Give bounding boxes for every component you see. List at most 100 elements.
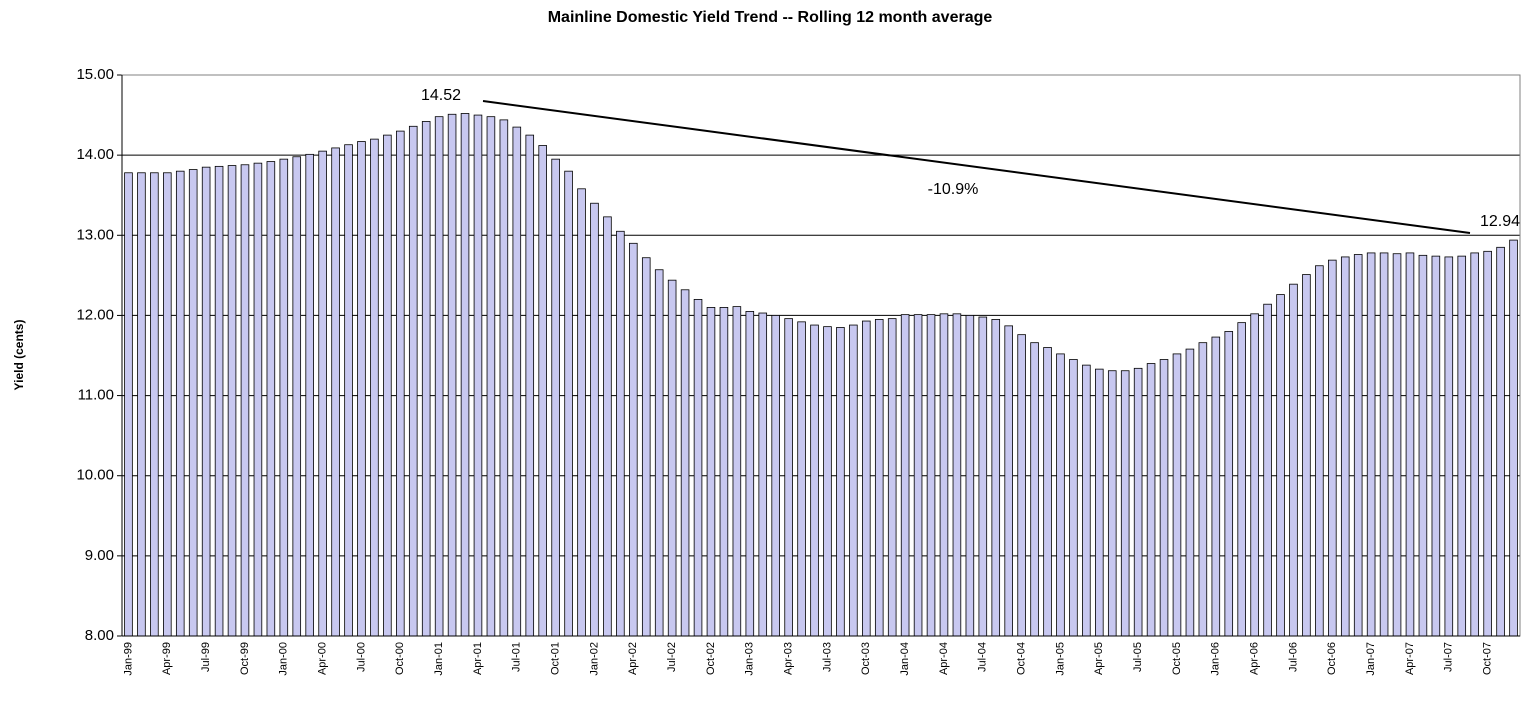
x-tick-label: Apr-05: [1093, 642, 1105, 675]
bar: [758, 312, 768, 637]
bar: [318, 150, 327, 637]
x-tick-label: Apr-03: [783, 642, 795, 675]
bar: [1069, 359, 1078, 637]
bar: [616, 230, 625, 637]
bar: [1353, 254, 1363, 637]
trend-line: [482, 100, 1471, 234]
x-tick-label: Oct-04: [1016, 642, 1028, 675]
x-tick-label: Jan-01: [433, 642, 445, 676]
bar: [1004, 325, 1013, 637]
bar: [810, 324, 819, 637]
bar: [344, 144, 353, 637]
x-tick-label: Jul-04: [977, 642, 989, 672]
bar: [383, 134, 392, 637]
bar: [745, 311, 755, 637]
bar: [499, 119, 509, 637]
x-tick-label: Jul-07: [1443, 642, 1455, 672]
x-tick-label: Jan-05: [1054, 642, 1066, 676]
x-tick-label: Oct-06: [1326, 642, 1338, 675]
bar: [1392, 253, 1402, 637]
x-tick-label: Jan-06: [1210, 642, 1222, 676]
x-tick-label: Apr-99: [161, 642, 173, 675]
bar: [1224, 331, 1234, 637]
y-tick-label: 11.00: [78, 387, 114, 404]
x-tick-label: Jul-06: [1287, 642, 1299, 672]
x-tick-label: Oct-00: [394, 642, 406, 675]
bar: [447, 113, 457, 637]
bar: [590, 202, 599, 637]
bar: [1366, 252, 1376, 637]
bar: [460, 113, 470, 637]
bar: [823, 326, 832, 637]
x-tick-label: Jul-00: [355, 642, 367, 672]
bar: [1509, 239, 1518, 637]
x-tick-label: Jul-01: [511, 642, 523, 672]
bar: [279, 158, 289, 637]
bar: [1107, 370, 1117, 637]
bar: [421, 121, 431, 637]
bar: [434, 116, 444, 637]
x-tick-label: Apr-00: [317, 642, 329, 675]
bar: [512, 126, 522, 637]
bar: [240, 164, 250, 637]
bar: [1198, 342, 1208, 637]
x-tick-label: Jul-03: [821, 642, 833, 672]
bar: [1056, 353, 1065, 637]
bar: [551, 158, 560, 637]
bar: [1379, 252, 1389, 637]
bar: [1120, 370, 1130, 637]
bar: [641, 257, 651, 637]
bar: [862, 320, 871, 637]
bar: [473, 114, 483, 637]
bar: [525, 134, 535, 637]
bar: [1496, 246, 1505, 637]
bar: [913, 314, 923, 637]
bar: [1470, 252, 1479, 637]
bar: [1172, 353, 1182, 637]
y-tick-label: 10.00: [76, 467, 114, 484]
y-tick-label: 13.00: [76, 226, 114, 243]
x-tick-label: Apr-01: [472, 642, 484, 675]
bar: [1328, 259, 1337, 637]
bar: [1159, 359, 1169, 637]
bar: [1237, 322, 1246, 637]
x-tick-label: Oct-02: [705, 642, 717, 675]
bar: [654, 269, 664, 637]
bar: [693, 298, 703, 637]
bar: [1095, 368, 1104, 637]
x-tick-label: Jan-03: [744, 642, 756, 676]
bar: [1444, 256, 1454, 637]
bar: [175, 170, 185, 637]
bar: [1405, 252, 1415, 637]
bar: [266, 161, 276, 637]
bar: [331, 147, 340, 637]
bar: [1276, 294, 1285, 637]
x-tick-label: Apr-07: [1404, 642, 1416, 675]
bar: [836, 327, 845, 637]
x-tick-label: Jul-05: [1132, 642, 1144, 672]
y-tick-label: 9.00: [85, 547, 114, 564]
bar: [926, 314, 936, 637]
bar: [538, 145, 547, 637]
x-tick-label: Apr-04: [938, 642, 950, 675]
x-tick-label: Jan-00: [278, 642, 290, 676]
bar: [1017, 334, 1026, 637]
bar: [1315, 265, 1324, 637]
bar: [253, 162, 263, 637]
bar: [732, 306, 742, 637]
x-tick-label: Jan-99: [122, 642, 134, 676]
bar: [978, 316, 988, 637]
bar: [1211, 336, 1221, 637]
bar: [214, 165, 224, 637]
annotation: -10.9%: [928, 181, 979, 198]
y-tick-label: 12.00: [76, 306, 114, 323]
annotation: 14.52: [421, 87, 461, 104]
bar: [1340, 256, 1350, 637]
bar: [887, 318, 897, 637]
y-tick-label: 15.00: [76, 66, 114, 83]
annotation: 12.94: [1480, 213, 1520, 230]
bar: [1263, 303, 1272, 637]
y-tick-label: 8.00: [85, 627, 114, 644]
bar: [719, 307, 729, 637]
bar: [1289, 283, 1298, 637]
